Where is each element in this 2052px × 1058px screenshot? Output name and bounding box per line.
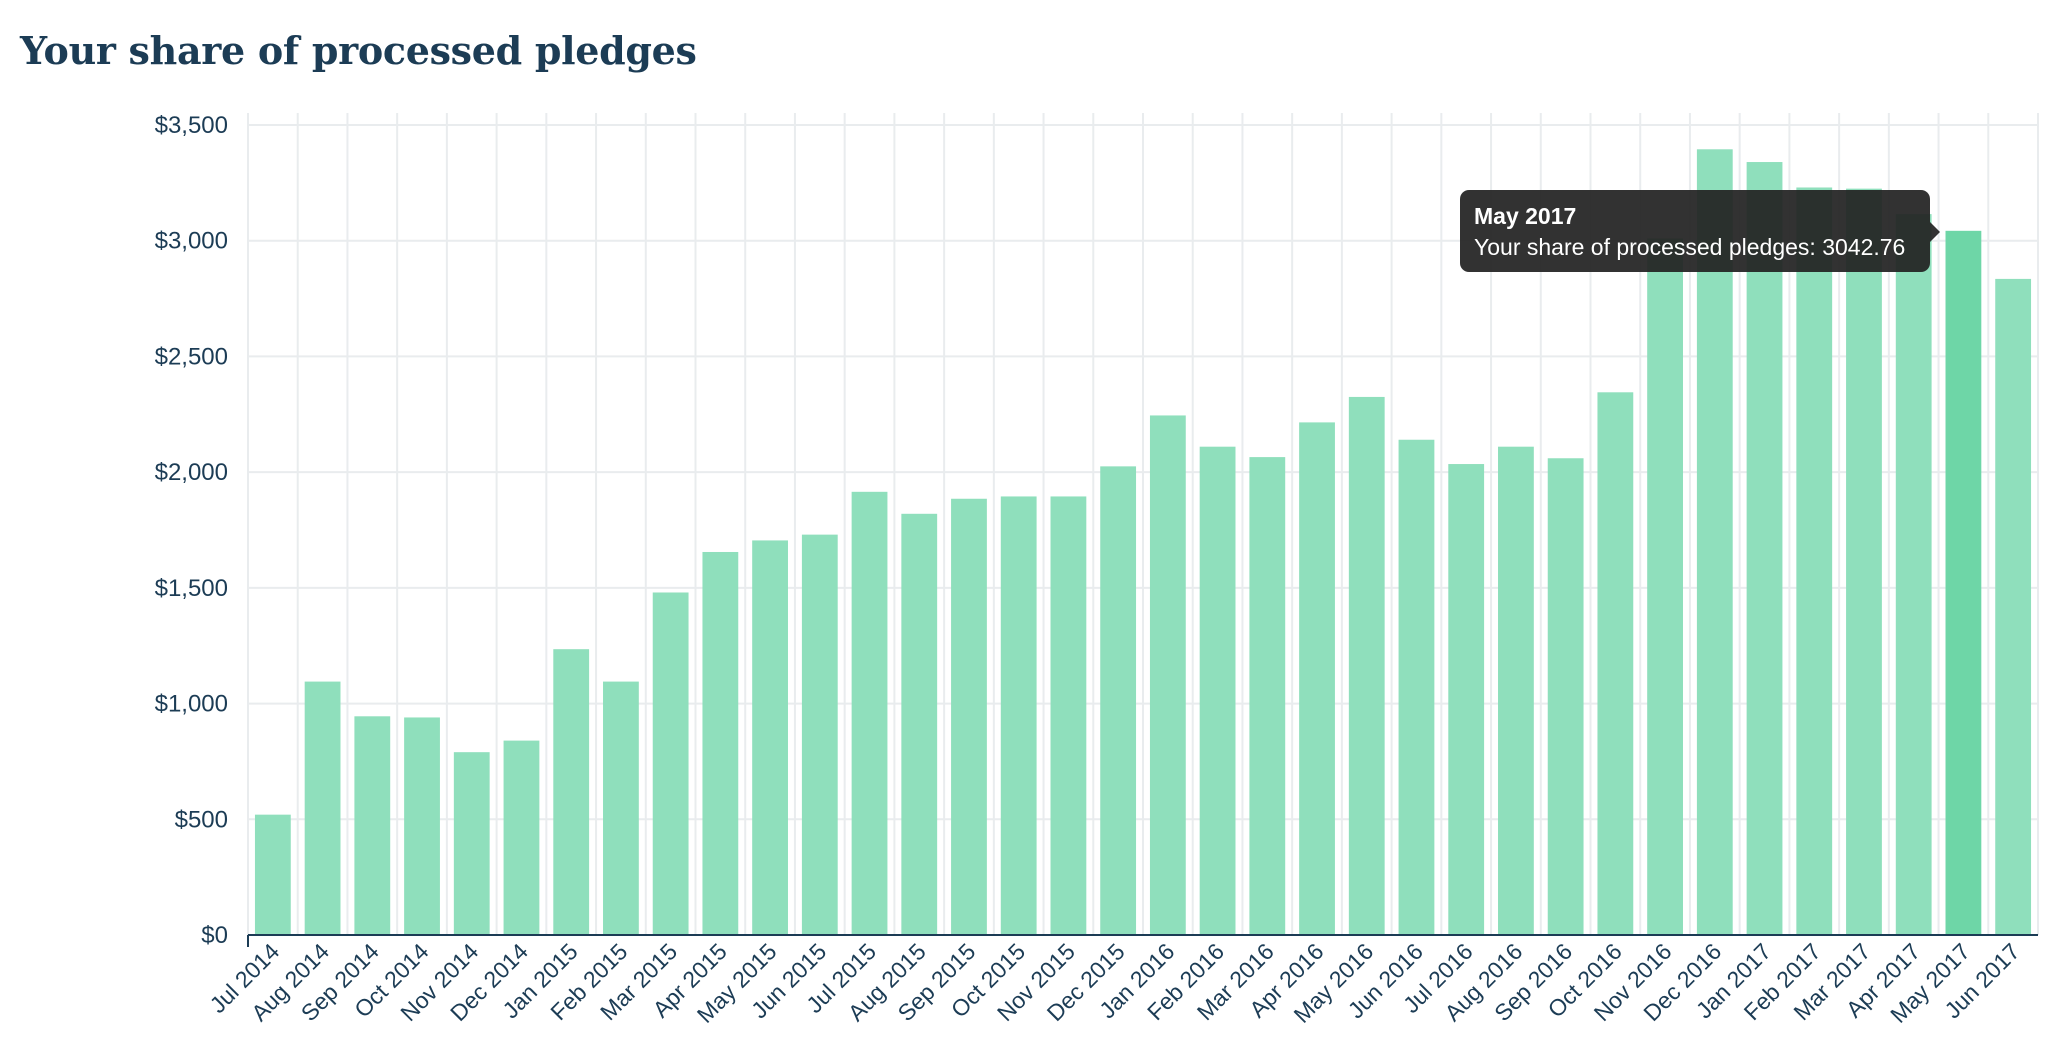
bar[interactable] (851, 491, 888, 935)
bar[interactable] (801, 534, 838, 935)
bar[interactable] (901, 513, 938, 935)
bar[interactable] (702, 551, 739, 935)
bar[interactable] (1348, 396, 1385, 935)
tooltip-title: May 2017 (1474, 203, 1577, 229)
bar[interactable] (1647, 238, 1683, 935)
y-tick-label: $3,000 (155, 228, 228, 255)
bar[interactable] (553, 649, 590, 935)
y-tick-label: $1,500 (155, 575, 228, 602)
bar[interactable] (951, 498, 987, 935)
chart-title: Your share of processed pledges (20, 28, 697, 73)
gridlines (247, 113, 2039, 935)
bar[interactable] (1149, 415, 1186, 935)
bar[interactable] (453, 752, 490, 935)
tooltip-label: Your share of processed pledges: 3042.76 (1474, 234, 1906, 260)
bar[interactable] (1448, 464, 1485, 935)
bar[interactable] (1547, 458, 1584, 935)
bar[interactable] (1199, 446, 1236, 935)
bar[interactable] (1050, 496, 1087, 935)
y-tick-label: $500 (175, 806, 228, 833)
y-tick-label: $2,000 (155, 459, 228, 486)
bar[interactable] (1846, 188, 1882, 936)
bar[interactable] (1597, 392, 1634, 935)
bar[interactable] (1895, 214, 1932, 936)
bar[interactable] (1696, 149, 1733, 936)
bar[interactable] (304, 681, 341, 935)
bar[interactable] (1945, 230, 1982, 935)
y-tick-label: $3,500 (155, 112, 228, 139)
bar[interactable] (1398, 439, 1435, 935)
y-tick-label: $1,000 (155, 691, 228, 718)
bar[interactable] (1995, 278, 2032, 935)
tooltip: May 2017 Your share of processed pledges… (1460, 190, 1940, 272)
bar[interactable] (1746, 162, 1783, 935)
bar[interactable] (354, 716, 391, 935)
bar[interactable] (254, 814, 291, 935)
bar[interactable] (1299, 422, 1335, 935)
bar[interactable] (503, 740, 540, 935)
bar[interactable] (1498, 446, 1534, 935)
bar[interactable] (1100, 466, 1137, 935)
bars (254, 149, 2032, 936)
y-tick-label: $0 (201, 922, 228, 949)
bar[interactable] (1796, 187, 1833, 935)
bar[interactable] (1000, 496, 1037, 935)
bar[interactable] (603, 681, 639, 935)
y-tick-label: $2,500 (155, 343, 228, 370)
bar[interactable] (652, 592, 689, 935)
bar[interactable] (1249, 457, 1286, 935)
bar[interactable] (404, 717, 440, 935)
bar[interactable] (752, 540, 788, 935)
